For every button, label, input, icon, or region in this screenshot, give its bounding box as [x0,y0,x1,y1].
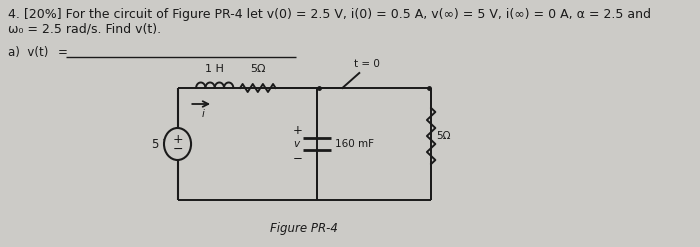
Circle shape [164,129,190,159]
Text: i: i [202,109,204,119]
Text: −: − [172,143,183,156]
Text: ω₀ = 2.5 rad/s. Find v(t).: ω₀ = 2.5 rad/s. Find v(t). [8,22,162,35]
Text: 5Ω: 5Ω [250,64,265,74]
Text: =: = [57,46,67,59]
Text: t = 0: t = 0 [354,59,380,69]
Text: 5 V: 5 V [152,138,171,150]
Text: +: + [293,124,302,137]
Text: Figure PR-4: Figure PR-4 [270,222,338,235]
Text: v: v [293,139,299,149]
Text: 160 mF: 160 mF [335,139,374,149]
Text: a)  v(t): a) v(t) [8,46,49,59]
Text: −: − [293,151,302,165]
Text: +: + [172,132,183,145]
Text: 5Ω: 5Ω [436,131,451,141]
Text: 4. [20%] For the circuit of Figure PR-4 let v(0) = 2.5 V, i(0) = 0.5 A, v(∞) = 5: 4. [20%] For the circuit of Figure PR-4 … [8,8,652,21]
Text: 1 H: 1 H [205,64,224,74]
